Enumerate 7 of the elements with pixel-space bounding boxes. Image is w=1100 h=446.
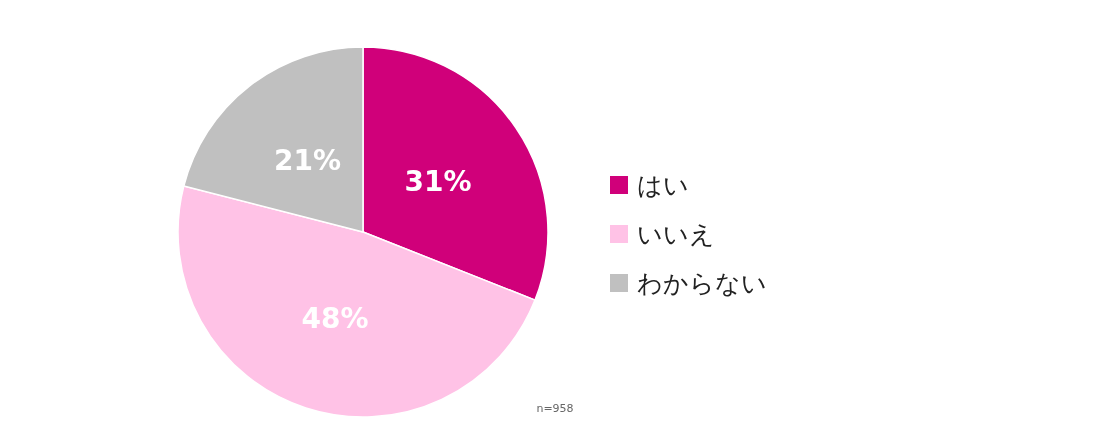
legend-label: はい <box>637 170 689 200</box>
data-label: 31% <box>404 164 472 198</box>
data-label: 48% <box>301 301 369 335</box>
legend-label: わからない <box>637 268 767 298</box>
legend-label: いいえ <box>637 219 715 249</box>
data-label: 21% <box>273 143 341 177</box>
text: n=958 <box>536 402 574 415</box>
